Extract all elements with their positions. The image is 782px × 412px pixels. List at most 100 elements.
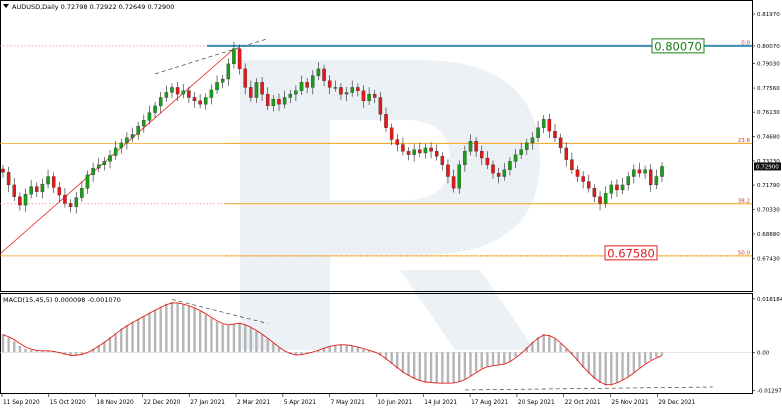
candle (181, 83, 185, 99)
candle (18, 192, 22, 211)
candle (480, 145, 484, 165)
candle (356, 83, 360, 97)
macd-bar (35, 351, 38, 353)
candle (91, 162, 95, 182)
trend-line-dashed-top (154, 38, 268, 75)
macd-panel-frame (0, 293, 753, 394)
candle (226, 58, 231, 86)
macd-bar (7, 337, 10, 353)
candle-body (587, 181, 591, 189)
candle (153, 101, 157, 119)
macd-bar (632, 352, 636, 373)
candle (418, 142, 422, 158)
candle (502, 162, 507, 181)
candle (384, 107, 388, 132)
macd-bar (548, 335, 551, 353)
candle (57, 181, 62, 202)
price-tick-label: 0.81970 (757, 12, 780, 18)
candle-body (1, 168, 5, 173)
candle (491, 160, 495, 179)
macd-bar (525, 347, 529, 353)
price-tick-label: 0.77560 (757, 86, 780, 92)
candle-body (147, 112, 152, 121)
candle-body (271, 99, 276, 107)
macd-bar (176, 302, 179, 353)
candle-body (553, 130, 557, 138)
candle-body (108, 155, 112, 162)
candle (333, 80, 338, 92)
macd-bar (536, 337, 540, 353)
x-tick-label: 18 Nov 2020 (97, 400, 134, 406)
candle-body (615, 184, 619, 191)
macd-bar (120, 328, 123, 353)
candle (643, 165, 647, 179)
candle (294, 85, 298, 102)
candle-body (232, 48, 236, 65)
macd-bar (221, 324, 224, 353)
candle-body (311, 75, 315, 88)
candle-body (525, 142, 529, 150)
current-price-label: 0.72900 (756, 165, 779, 171)
candle-body (434, 151, 439, 157)
candle (249, 80, 253, 102)
macd-bar (576, 352, 579, 362)
macd-bar (339, 344, 343, 353)
candle-body (237, 48, 242, 70)
candle (513, 149, 518, 169)
macd-bar (75, 352, 78, 356)
candle (23, 188, 28, 212)
fib-label-23.6: 23.6 (738, 138, 751, 144)
candle-body (299, 82, 304, 91)
candle (46, 169, 50, 189)
macd-bar (80, 352, 84, 355)
macd-bar (610, 352, 613, 386)
candle-body (496, 173, 501, 177)
candle (637, 162, 642, 178)
macd-divergence-bottom (464, 386, 713, 391)
macd-divergence-top (171, 299, 268, 324)
candle (130, 127, 135, 143)
candle-body (350, 87, 354, 93)
candle-body (327, 80, 332, 88)
candle-body (282, 97, 287, 105)
candle-body (378, 97, 383, 115)
candle (322, 64, 326, 87)
macd-bar (649, 352, 652, 360)
macd-bar (621, 352, 624, 380)
macd-bar (187, 306, 191, 353)
macd-bar (514, 352, 517, 358)
candle (68, 199, 73, 213)
candle (474, 137, 478, 157)
candle (367, 87, 371, 106)
candle-body (57, 187, 62, 196)
candle-body (541, 119, 546, 128)
candle-body (637, 169, 642, 174)
candle (339, 83, 343, 100)
candle (434, 144, 439, 161)
macd-bar (148, 312, 151, 353)
candle-body (294, 90, 298, 95)
x-tick-label: 22 Dec 2020 (143, 400, 180, 406)
candle-body (502, 169, 507, 177)
macd-bar (384, 352, 388, 360)
dropdown-triangle-icon[interactable] (3, 4, 9, 8)
macd-bar (581, 352, 585, 368)
candle-body (158, 97, 163, 107)
candle (147, 105, 152, 125)
candle-body (85, 174, 90, 189)
candle (536, 120, 540, 143)
macd-bar (480, 352, 483, 369)
candle (142, 114, 146, 133)
macd-bar (362, 348, 365, 353)
candle-body (215, 82, 219, 91)
candle-body (175, 87, 180, 95)
macd-bar (249, 327, 253, 353)
candle-body (356, 87, 360, 91)
candle (187, 86, 191, 104)
candle (463, 145, 467, 172)
candle (175, 81, 180, 102)
x-tick-label: 29 Dec 2021 (658, 400, 695, 406)
macd-bar (390, 352, 393, 365)
candle-body (277, 99, 281, 105)
candle-body (339, 87, 343, 95)
